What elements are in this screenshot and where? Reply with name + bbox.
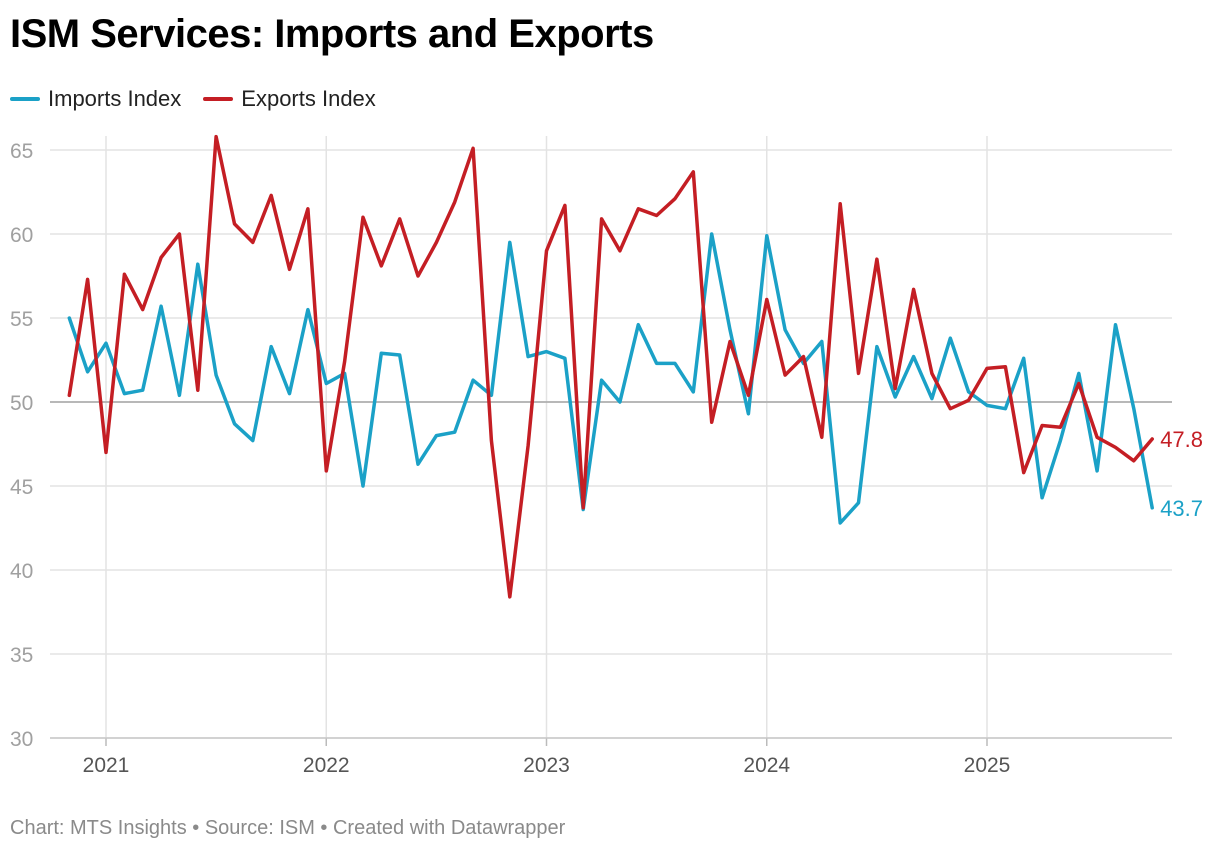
x-tick-label-2025: 2025 [964,754,1011,777]
x-tick-label-2022: 2022 [303,754,350,777]
series-line-exports [67,134,1154,599]
y-tick-label-55: 55 [10,308,33,331]
y-tick-label-30: 30 [10,728,33,751]
y-tick-label-35: 35 [10,644,33,667]
x-tick-label-2021: 2021 [83,754,130,777]
x-tick-label-2024: 2024 [743,754,790,777]
legend-label-exports: Exports Index [241,86,376,111]
y-tick-label-45: 45 [10,476,33,499]
y-tick-label-50: 50 [10,392,33,415]
chart-title: ISM Services: Imports and Exports [10,12,654,56]
y-tick-label-60: 60 [10,224,33,247]
legend-item-imports: Imports Index [10,86,181,112]
legend: Imports Index Exports Index [10,86,398,112]
y-tick-label-65: 65 [10,140,33,163]
legend-swatch-exports [203,97,234,101]
end-label-exports: 47.8 [1160,427,1203,452]
chart-footer: Chart: MTS Insights • Source: ISM • Crea… [10,817,566,839]
legend-label-imports: Imports Index [48,86,182,111]
x-tick-label-2023: 2023 [523,754,570,777]
end-label-imports: 43.7 [1160,496,1203,521]
legend-swatch-imports [10,97,40,101]
y-tick-label-40: 40 [10,560,33,583]
legend-item-exports: Exports Index [203,86,376,112]
series-line-imports [67,232,1154,525]
